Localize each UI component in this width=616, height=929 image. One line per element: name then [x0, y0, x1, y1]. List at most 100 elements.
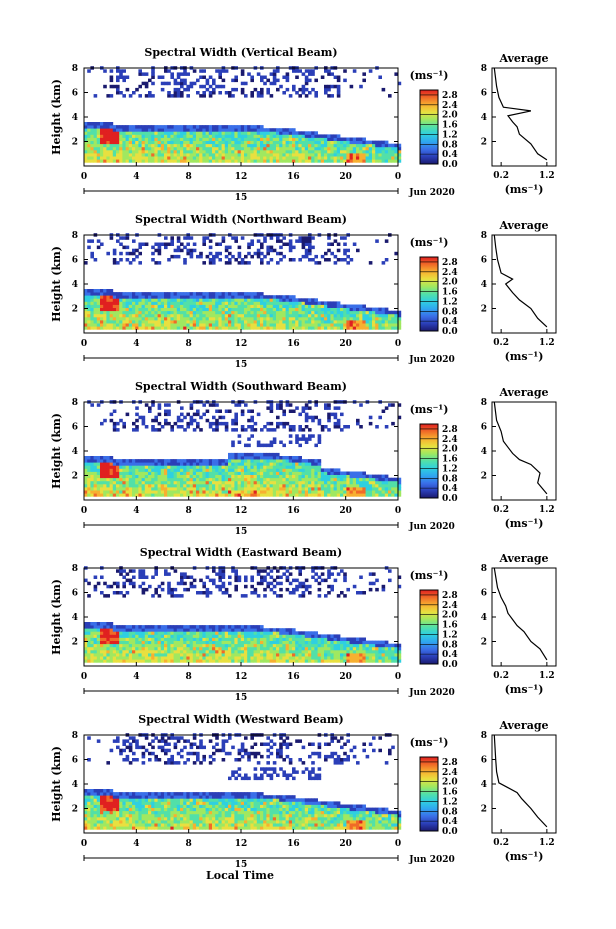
heatmap-cell: [247, 295, 251, 299]
heatmap-cell: [125, 465, 130, 469]
heatmap-cell: [183, 428, 187, 432]
heatmap-cell: [343, 483, 347, 488]
heatmap-cell: [285, 75, 290, 79]
heatmap-cell: [250, 295, 254, 299]
heatmap-cell: [199, 128, 203, 132]
heatmap-cell: [132, 323, 136, 327]
heatmap-cell: [167, 134, 171, 138]
heatmap-cell: [224, 649, 229, 654]
heatmap-cell: [365, 146, 370, 151]
heatmap-cell: [202, 412, 206, 417]
heatmap-cell: [272, 295, 277, 299]
heatmap-cell: [288, 242, 293, 246]
heatmap-cell: [308, 140, 312, 145]
heatmap-cell: [164, 625, 168, 629]
heatmap-cell: [247, 292, 251, 296]
heatmap-cell: [176, 94, 181, 98]
heatmap-cell: [330, 153, 334, 157]
heatmap-cell: [151, 72, 155, 76]
heatmap-cell: [368, 69, 373, 73]
heatmap-cell: [96, 304, 101, 308]
heatmap-cell: [90, 254, 94, 259]
heatmap-cell: [237, 313, 242, 318]
heatmap-cell: [138, 159, 142, 163]
heatmap-cell: [218, 251, 222, 256]
heatmap-cell: [208, 245, 213, 250]
heatmap-cell: [343, 493, 347, 497]
heatmap-cell: [90, 134, 94, 138]
heatmap-cell: [196, 128, 200, 132]
heatmap-cell: [282, 326, 286, 330]
heatmap-cell: [109, 304, 114, 308]
heatmap-cell: [228, 459, 232, 463]
heatmap-cell: [148, 483, 152, 488]
heatmap-cell: [276, 304, 280, 308]
heatmap-cell: [205, 471, 210, 475]
heatmap-cell: [256, 156, 261, 160]
heatmap-cell: [253, 459, 258, 463]
heatmap-cell: [93, 323, 98, 327]
heatmap-cell: [314, 149, 318, 154]
heatmap-cell: [144, 137, 149, 141]
heatmap-cell: [109, 622, 114, 626]
heatmap-cell: [93, 289, 98, 293]
heatmap-cell: [135, 490, 139, 494]
heatmap-cell: [253, 298, 258, 302]
heatmap-cell: [186, 153, 190, 157]
heatmap-cell: [180, 143, 184, 148]
heatmap-cell: [285, 156, 290, 160]
heatmap-cell: [237, 140, 242, 145]
heatmap-cell: [317, 483, 322, 488]
heatmap-cell: [384, 316, 389, 321]
heatmap-cell: [314, 254, 318, 259]
heatmap-cell: [138, 316, 142, 321]
heatmap-cell: [116, 487, 120, 491]
heatmap-cell: [279, 490, 283, 494]
heatmap-cell: [196, 307, 200, 312]
heatmap-cell: [212, 477, 216, 482]
heatmap-cell: [170, 159, 174, 163]
heatmap-cell: [266, 137, 270, 141]
heatmap-cell: [263, 490, 267, 494]
heatmap-cell: [84, 304, 88, 308]
heatmap-cell: [122, 316, 126, 321]
heatmap-cell: [228, 128, 232, 132]
heatmap-cell: [135, 298, 139, 302]
heatmap-cell: [288, 434, 293, 438]
heatmap-cell: [295, 134, 299, 138]
heatmap-cell: [122, 643, 126, 648]
heatmap-cell: [84, 493, 88, 497]
heatmap-cell: [263, 468, 267, 472]
colorbar-tick-label: 2.4: [442, 101, 458, 111]
heatmap-cell: [212, 143, 216, 148]
heatmap-cell: [368, 490, 373, 494]
heatmap-cell: [250, 94, 254, 98]
heatmap-cell: [141, 474, 146, 479]
heatmap-cell: [231, 316, 235, 321]
heatmap-cell: [260, 480, 264, 485]
heatmap-cell: [234, 149, 238, 154]
heatmap-cell: [324, 403, 328, 407]
heatmap-cell: [208, 634, 213, 638]
heatmap-cell: [368, 261, 373, 265]
heatmap-cell: [141, 301, 146, 305]
heatmap-cell: [138, 295, 142, 299]
heatmap-cell: [132, 634, 136, 638]
heatmap-cell: [96, 301, 101, 305]
heatmap-cell: [237, 146, 242, 151]
heatmap-cell: [212, 323, 216, 327]
heatmap-cell: [141, 323, 146, 327]
heatmap-cell: [224, 421, 229, 426]
heatmap-cell: [324, 483, 328, 488]
heatmap-cell: [128, 625, 133, 629]
heatmap-cell: [100, 468, 104, 472]
heatmap-cell: [301, 137, 306, 141]
heatmap-cell: [125, 143, 130, 148]
heatmap-cell: [186, 320, 190, 324]
heatmap-cell: [196, 298, 200, 302]
heatmap-cell: [196, 480, 200, 485]
heatmap-cell: [90, 471, 94, 475]
heatmap-cell: [397, 490, 402, 494]
heatmap-cell: [144, 643, 149, 648]
heatmap-cell: [189, 483, 194, 488]
